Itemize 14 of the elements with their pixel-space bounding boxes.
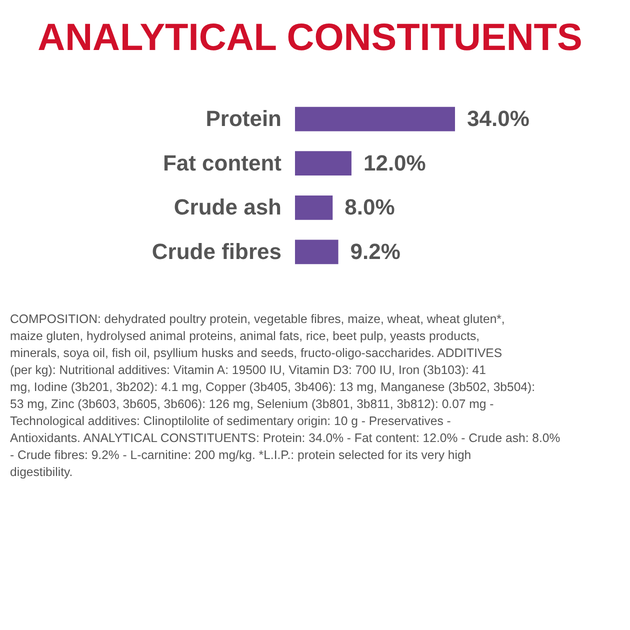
text: COMPOSITION: dehydrated poultry protein, vegetable fibres, maize, wheat, wheat gluten*, maize gluten, hydrolysed animal proteins, animal fats, rice, beet pulp, yeasts products, minerals, soya oil, fish oil, psyllium husks and seeds, fructo-oligo-saccharides. ADDITIVES (per kg): Nutritional additives: Vitamin A: 19500 IU, Vitamin D3: 700 IU, Iron (3b103): 41 mg, Iodine (3b201, 3b202): 4.1 mg, Copper (3b405, 3b406): 13 mg, Manganese (3b502, 3b504): 53 mg, Zinc (3b603, 3b605, 3b606): 126 mg, Selenium (3b801, 3b811, 3b812): 0.07 mg - Technological additives: Clinoptilolite of sedimentary origin: 10 g - Preservatives - Antioxidants. ANALYTICAL CONSTITUENTS: Protein: 34.0% - Fat content: 12.0% - Crude ash: 8.0% - Crude fibres: 9.2% - L-carnitine: 200 mg/kg. *L.I.P.: protein selected for its very high digestibility. xyxy=(10,312,560,479)
bar xyxy=(295,195,333,220)
y-tick-label: Crude fibres xyxy=(152,238,282,264)
bar xyxy=(295,240,338,264)
bar xyxy=(295,151,352,176)
data-label: 34.0% xyxy=(467,106,530,132)
data-label: 9.2% xyxy=(350,238,400,264)
chart-title: ANALYTICAL CONSTITUENTS xyxy=(38,17,582,59)
data-label: 12.0% xyxy=(363,150,426,176)
y-tick-label: Fat content xyxy=(162,150,282,176)
y-tick-label: Protein xyxy=(206,106,282,132)
bar xyxy=(295,106,455,132)
data-label: 8.0% xyxy=(344,194,395,220)
y-tick-label: Crude ash xyxy=(174,194,282,220)
